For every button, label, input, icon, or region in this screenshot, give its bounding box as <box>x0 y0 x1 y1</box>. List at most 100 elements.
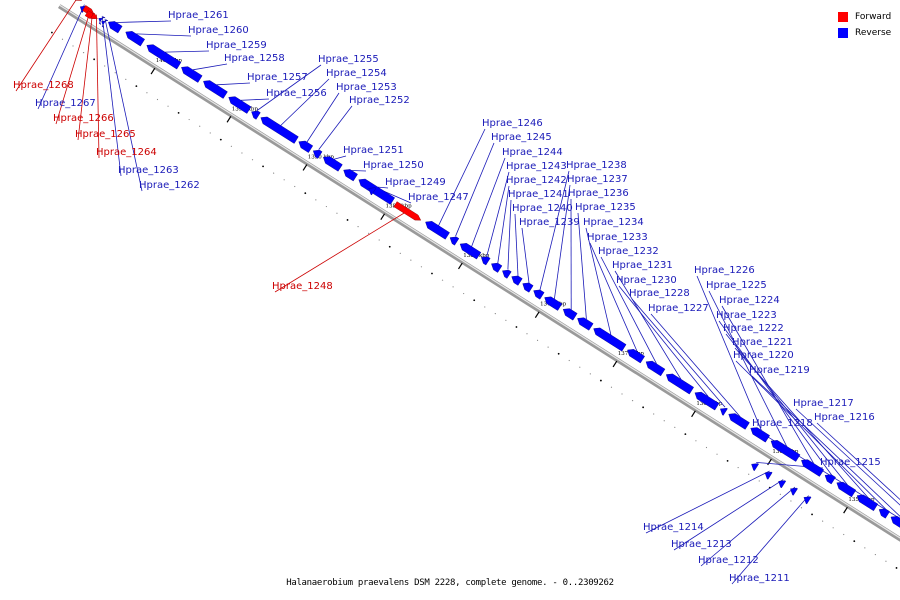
gene-label[interactable]: Hprae_1245 <box>491 132 552 143</box>
gene-arrow[interactable] <box>449 236 460 246</box>
gene-arrow[interactable] <box>125 31 145 47</box>
gene-label[interactable]: Hprae_1263 <box>118 165 179 176</box>
gene-label[interactable]: Hprae_1242 <box>506 175 567 186</box>
gene-arrow[interactable] <box>562 308 578 321</box>
gene-arrow[interactable] <box>146 44 182 70</box>
gene-arrow[interactable] <box>878 508 890 519</box>
gene-label[interactable]: Hprae_1231 <box>612 260 673 271</box>
gene-arrow[interactable] <box>720 407 728 416</box>
gene-label[interactable]: Hprae_1259 <box>206 40 267 51</box>
gene-label[interactable]: Hprae_1251 <box>343 145 404 156</box>
gene-arrow[interactable] <box>522 282 534 293</box>
gene-label[interactable]: Hprae_1267 <box>35 98 96 109</box>
gene-arrow[interactable] <box>790 487 798 496</box>
gene-arrow[interactable] <box>770 440 801 462</box>
gene-arrow[interactable] <box>890 516 900 536</box>
gene-label[interactable]: Hprae_1238 <box>566 160 627 171</box>
gene-label[interactable]: Hprae_1247 <box>408 192 469 203</box>
gene-label[interactable]: Hprae_1220 <box>733 350 794 361</box>
gene-label[interactable]: Hprae_1243 <box>506 161 567 172</box>
gene-arrow[interactable] <box>645 360 666 377</box>
gene-arrow[interactable] <box>425 221 450 240</box>
gene-label[interactable]: Hprae_1265 <box>75 129 136 140</box>
gene-label[interactable]: Hprae_1212 <box>698 555 759 566</box>
gene-label[interactable]: Hprae_1250 <box>363 160 424 171</box>
gene-label[interactable]: Hprae_1244 <box>502 147 563 158</box>
gene-arrow[interactable] <box>803 496 812 505</box>
gene-arrow[interactable] <box>368 187 377 196</box>
gene-label[interactable]: Hprae_1215 <box>820 457 881 468</box>
gene-arrow[interactable] <box>228 96 252 114</box>
gene-arrow[interactable] <box>181 66 203 83</box>
gene-arrow[interactable] <box>627 349 645 364</box>
gene-arrow[interactable] <box>260 116 299 144</box>
gene-arrow[interactable] <box>836 481 857 498</box>
gene-arrow[interactable] <box>358 178 395 205</box>
gene-label[interactable]: Hprae_1248 <box>272 281 333 292</box>
gene-arrow[interactable] <box>728 413 750 430</box>
gene-label[interactable]: Hprae_1217 <box>793 398 854 409</box>
gene-label[interactable]: Hprae_1254 <box>326 68 387 79</box>
gene-label[interactable]: Hprae_1223 <box>716 310 777 321</box>
gene-arrow[interactable] <box>502 269 512 279</box>
gene-arrow[interactable] <box>778 480 787 489</box>
gene-arrow[interactable] <box>764 471 773 480</box>
gene-label[interactable]: Hprae_1260 <box>188 25 249 36</box>
gene-arrow[interactable] <box>491 262 503 273</box>
gene-label[interactable]: Hprae_1246 <box>482 118 543 129</box>
gene-label[interactable]: Hprae_1262 <box>139 180 200 191</box>
gene-label[interactable]: Hprae_1219 <box>749 365 810 376</box>
gene-label[interactable]: Hprae_1252 <box>349 95 410 106</box>
gene-label[interactable]: Hprae_1211 <box>729 573 790 584</box>
gene-label[interactable]: Hprae_1222 <box>723 323 784 334</box>
gene-label[interactable]: Hprae_1264 <box>96 147 157 158</box>
gene-label[interactable]: Hprae_1257 <box>247 72 308 83</box>
gene-label[interactable]: Hprae_1230 <box>616 275 677 286</box>
gene-label[interactable]: Hprae_1241 <box>508 189 569 200</box>
gene-label[interactable]: Hprae_1232 <box>598 246 659 257</box>
gene-label[interactable]: Hprae_1214 <box>643 522 704 533</box>
gene-label[interactable]: Hprae_1226 <box>694 265 755 276</box>
legend-item-reverse[interactable]: Reverse <box>838 25 891 41</box>
gene-arrow[interactable] <box>593 327 627 352</box>
gene-label[interactable]: Hprae_1234 <box>583 217 644 228</box>
gene-arrow[interactable] <box>544 296 563 311</box>
gene-label[interactable]: Hprae_1268 <box>13 80 74 91</box>
gene-label[interactable]: Hprae_1228 <box>629 288 690 299</box>
gene-arrow[interactable] <box>665 373 694 395</box>
gene-arrow[interactable] <box>694 391 720 411</box>
gene-arrow[interactable] <box>511 275 523 286</box>
gene-label[interactable]: Hprae_1258 <box>224 53 285 64</box>
gene-label[interactable]: Hprae_1225 <box>706 280 767 291</box>
gene-label[interactable]: Hprae_1255 <box>318 54 379 65</box>
gene-label[interactable]: Hprae_1240 <box>512 203 573 214</box>
gene-arrow[interactable] <box>751 463 759 472</box>
gene-arrow[interactable] <box>298 140 314 153</box>
gene-label[interactable]: Hprae_1218 <box>752 418 813 429</box>
gene-label[interactable]: Hprae_1233 <box>587 232 648 243</box>
gene-label[interactable]: Hprae_1239 <box>519 217 580 228</box>
gene-label[interactable]: Hprae_1213 <box>671 539 732 550</box>
gene-label[interactable]: Hprae_1235 <box>575 202 636 213</box>
gene-arrow[interactable] <box>312 149 323 159</box>
gene-label[interactable]: Hprae_1237 <box>567 174 628 185</box>
gene-label[interactable]: Hprae_1227 <box>648 303 709 314</box>
gene-label[interactable]: Hprae_1224 <box>719 295 780 306</box>
gene-arrow[interactable] <box>251 110 261 120</box>
gene-label[interactable]: Hprae_1253 <box>336 82 397 93</box>
gene-label[interactable]: Hprae_1216 <box>814 412 875 423</box>
gene-arrow[interactable] <box>801 459 825 477</box>
gene-label[interactable]: Hprae_1256 <box>266 88 327 99</box>
gene-arrow[interactable] <box>824 474 836 485</box>
gene-arrow[interactable] <box>108 21 123 34</box>
gene-label[interactable]: Hprae_1221 <box>732 337 793 348</box>
gene-arrow[interactable] <box>101 19 109 28</box>
gene-arrow[interactable] <box>203 80 228 99</box>
gene-arrow[interactable] <box>577 317 594 331</box>
gene-label[interactable]: Hprae_1236 <box>568 188 629 199</box>
gene-arrow[interactable] <box>856 494 879 512</box>
gene-label[interactable]: Hprae_1261 <box>168 10 229 21</box>
gene-arrow[interactable] <box>72 0 83 1</box>
legend-item-forward[interactable]: Forward <box>838 9 891 25</box>
gene-arrow[interactable] <box>343 169 358 182</box>
